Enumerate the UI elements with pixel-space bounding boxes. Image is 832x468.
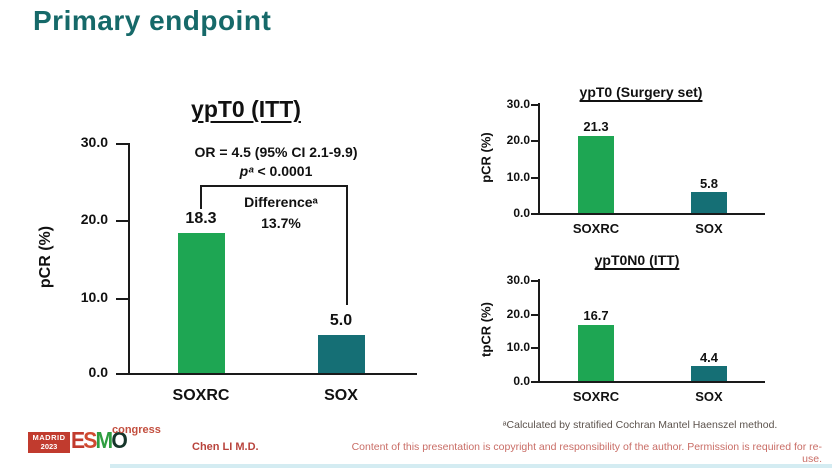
esmo-madrid-2023-badge: MADRID 2023 [28, 432, 70, 453]
y-tick-mark [116, 373, 128, 375]
bottom-accent-strip [110, 464, 832, 468]
y-tick-mark [531, 140, 539, 142]
comparison-bracket-left [200, 185, 202, 209]
chart-title: ypT0 (Surgery set) [579, 84, 703, 100]
p-value-text: < 0.0001 [253, 163, 313, 179]
y-axis-line [538, 279, 540, 383]
author-name: Chen LI M.D. [192, 441, 259, 453]
bar-sox [691, 191, 727, 213]
y-axis-label: pCR (%) [37, 225, 54, 289]
y-tick-mark [531, 347, 539, 349]
x-axis-line [538, 381, 765, 383]
y-tick-label: 10.0 [80, 289, 108, 305]
y-tick-mark [531, 314, 539, 316]
esmo-letter: S [83, 427, 97, 453]
category-label-sox: SOX [695, 221, 723, 236]
bar-sox [691, 366, 727, 381]
plot-area [538, 104, 765, 213]
bar-value-soxrc: 21.3 [583, 119, 609, 134]
chart-title: ypT0 (ITT) [191, 96, 301, 122]
footnote: ᵃCalculated by stratified Cochran Mantel… [502, 419, 778, 431]
odds-ratio-annotation: OR = 4.5 (95% CI 2.1-9.9) [194, 144, 358, 160]
plot-area [538, 280, 765, 381]
bar-value-soxrc: 18.3 [185, 210, 217, 227]
bar-sox [318, 334, 365, 373]
slide-title: Primary endpoint [33, 5, 272, 36]
category-label-soxrc: SOXRC [572, 389, 620, 404]
y-tick-mark [116, 298, 128, 300]
y-tick-label: 20.0 [80, 211, 108, 227]
bar-value-sox: 5.0 [329, 312, 353, 329]
y-tick-mark [531, 381, 539, 383]
logo-year: 2023 [40, 441, 58, 451]
chart-title: ypT0N0 (ITT) [594, 252, 680, 268]
category-label-sox: SOX [324, 387, 358, 404]
copyright-notice: Content of this presentation is copyrigh… [351, 441, 822, 465]
x-axis-line [128, 373, 417, 375]
y-tick-mark [531, 213, 539, 215]
y-tick-mark [531, 104, 539, 106]
logo-location: MADRID [32, 433, 66, 442]
bar-value-sox: 4.4 [699, 350, 719, 365]
y-tick-mark [531, 280, 539, 282]
congress-label: congress [112, 424, 161, 436]
comparison-bracket-horizontal [200, 185, 348, 187]
p-value-annotation: pᵃ < 0.0001 [146, 163, 406, 179]
y-tick-label: 10.0 [506, 170, 530, 184]
difference-label: Differenceᵃ [244, 194, 318, 210]
plot-area [128, 143, 416, 373]
x-axis-line [538, 213, 765, 215]
y-tick-label: 0.0 [513, 374, 530, 388]
bar-value-soxrc: 16.7 [583, 308, 609, 323]
y-tick-label: 0.0 [88, 364, 108, 380]
category-label-sox: SOX [695, 389, 723, 404]
y-axis-line [128, 143, 130, 375]
y-tick-mark [116, 143, 128, 145]
y-tick-label: 30.0 [506, 97, 530, 111]
y-axis-label: pCR (%) [478, 132, 494, 183]
y-tick-mark [531, 177, 539, 179]
y-tick-label: 30.0 [80, 134, 108, 150]
y-axis-line [538, 103, 540, 214]
p-symbol: pᵃ [239, 163, 254, 179]
y-tick-label: 10.0 [506, 340, 530, 354]
esmo-logo: ESMO [71, 427, 128, 454]
y-tick-label: 30.0 [506, 273, 530, 287]
bar-soxrc [178, 232, 225, 373]
y-tick-mark [116, 220, 128, 222]
bar-value-sox: 5.8 [699, 176, 719, 191]
category-label-soxrc: SOXRC [172, 387, 230, 404]
category-label-soxrc: SOXRC [572, 221, 620, 236]
esmo-letter: M [95, 427, 114, 453]
y-tick-label: 0.0 [513, 206, 530, 220]
bar-soxrc [578, 324, 614, 381]
difference-value: 13.7% [261, 215, 301, 231]
bar-soxrc [578, 135, 614, 213]
y-axis-label: tpCR (%) [478, 302, 494, 357]
comparison-bracket-right [346, 185, 348, 305]
esmo-letter: E [71, 427, 85, 453]
esmo-letter: O [111, 427, 127, 453]
y-tick-label: 20.0 [506, 307, 530, 321]
y-tick-label: 20.0 [506, 133, 530, 147]
